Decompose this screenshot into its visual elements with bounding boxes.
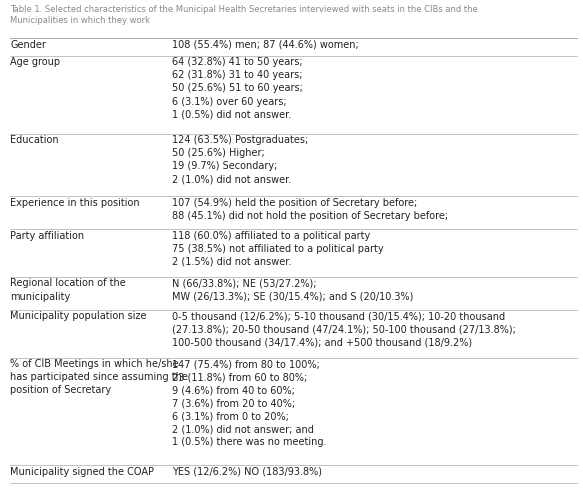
Text: 0-5 thousand (12/6.2%); 5-10 thousand (30/15.4%); 10-20 thousand
(27.13.8%); 20-: 0-5 thousand (12/6.2%); 5-10 thousand (3… bbox=[172, 311, 516, 347]
Text: 64 (32.8%) 41 to 50 years;
62 (31.8%) 31 to 40 years;
50 (25.6%) 51 to 60 years;: 64 (32.8%) 41 to 50 years; 62 (31.8%) 31… bbox=[172, 58, 303, 120]
Text: Party affiliation: Party affiliation bbox=[10, 231, 85, 241]
Text: 107 (54.9%) held the position of Secretary before;
88 (45.1%) did not hold the p: 107 (54.9%) held the position of Secreta… bbox=[172, 198, 448, 221]
Text: YES (12/6.2%) NO (183/93.8%): YES (12/6.2%) NO (183/93.8%) bbox=[172, 467, 322, 477]
Text: 124 (63.5%) Postgraduates;
50 (25.6%) Higher;
19 (9.7%) Secondary;
2 (1.0%) did : 124 (63.5%) Postgraduates; 50 (25.6%) Hi… bbox=[172, 135, 308, 184]
Text: Gender: Gender bbox=[10, 40, 47, 49]
Text: Regional location of the
municipality: Regional location of the municipality bbox=[10, 279, 127, 302]
Text: Table 1. Selected characteristics of the Municipal Health Secretaries interviewe: Table 1. Selected characteristics of the… bbox=[10, 5, 478, 25]
Text: Age group: Age group bbox=[10, 58, 61, 67]
Text: Municipality population size: Municipality population size bbox=[10, 311, 147, 321]
Text: N (66/33.8%); NE (53/27.2%);
MW (26/13.3%); SE (30/15.4%); and S (20/10.3%): N (66/33.8%); NE (53/27.2%); MW (26/13.3… bbox=[172, 279, 413, 302]
Text: % of CIB Meetings in which he/she
has participated since assuming the
position o: % of CIB Meetings in which he/she has pa… bbox=[10, 359, 188, 395]
Text: 147 (75.4%) from 80 to 100%;
23 (11.8%) from 60 to 80%;
9 (4.6%) from 40 to 60%;: 147 (75.4%) from 80 to 100%; 23 (11.8%) … bbox=[172, 359, 326, 447]
Text: Education: Education bbox=[10, 135, 59, 145]
Text: Municipality signed the COAP: Municipality signed the COAP bbox=[10, 467, 154, 477]
Text: Experience in this position: Experience in this position bbox=[10, 198, 140, 208]
Text: 108 (55.4%) men; 87 (44.6%) women;: 108 (55.4%) men; 87 (44.6%) women; bbox=[172, 40, 359, 49]
Text: 118 (60.0%) affiliated to a political party
75 (38.5%) not affiliated to a polit: 118 (60.0%) affiliated to a political pa… bbox=[172, 231, 384, 267]
